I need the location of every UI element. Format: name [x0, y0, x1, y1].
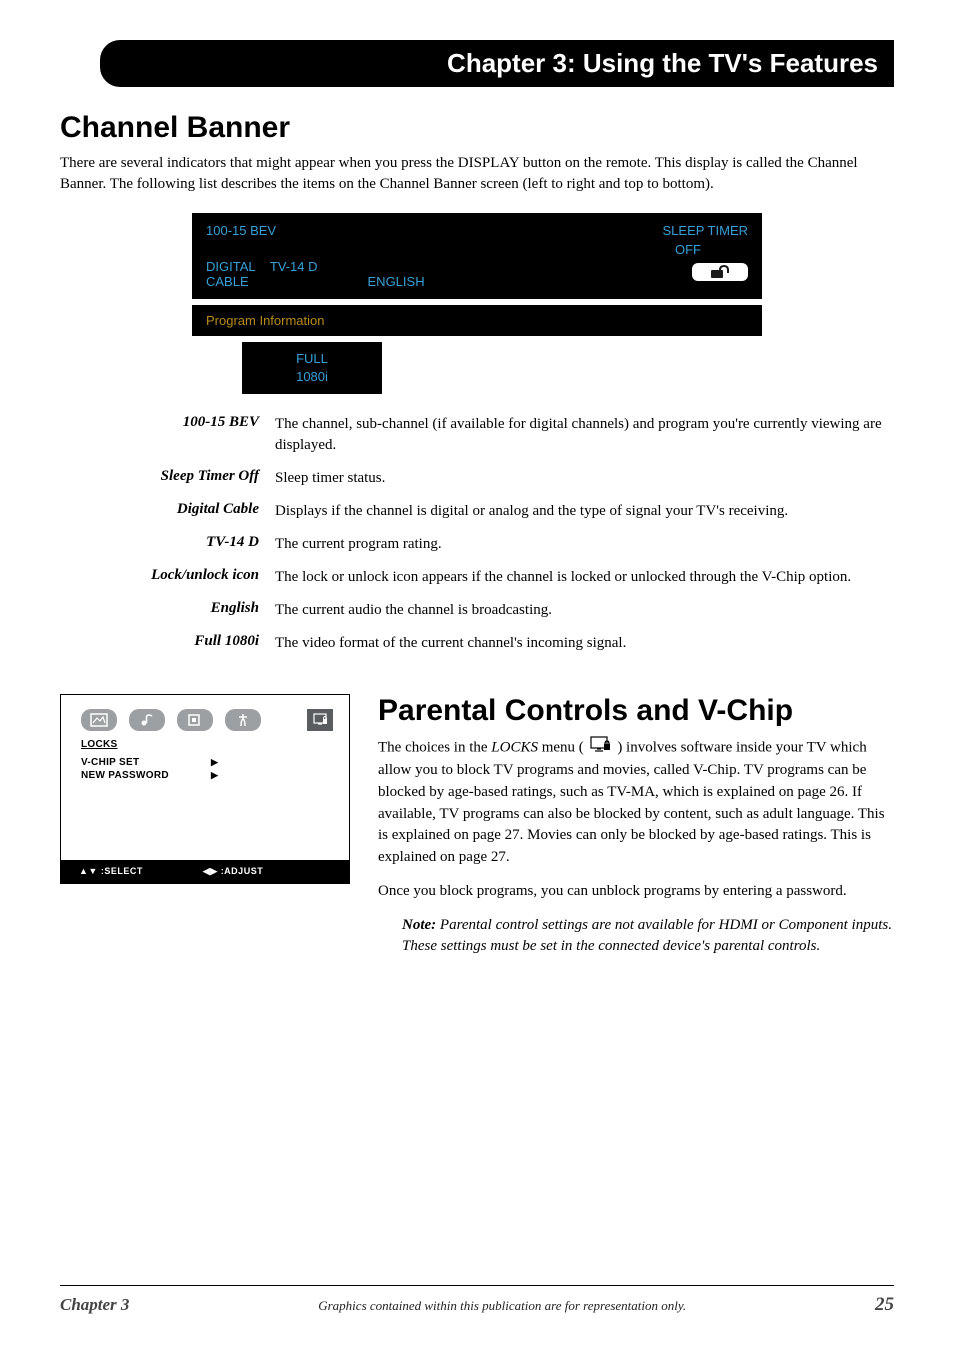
setup-icon [177, 709, 213, 731]
cb-digital: DIGITAL [206, 259, 256, 274]
parental-title: Parental Controls and V-Chip [378, 694, 894, 728]
cb-english: ENGLISH [368, 274, 425, 289]
parental-controls-section: LOCKS V-CHIP SET ▶ NEW PASSWORD ▶ ▲▼ :SE… [60, 694, 894, 958]
menu-item-vchip: V-CHIP SET ▶ [81, 756, 329, 769]
channel-banner-intro: There are several indicators that might … [60, 153, 894, 195]
footer-disclaimer: Graphics contained within this publicati… [318, 1298, 686, 1314]
def-row: 100-15 BEV The channel, sub-channel (if … [60, 414, 894, 456]
cb-channel: 100-15 BEV [206, 223, 276, 238]
page-footer: Chapter 3 Graphics contained within this… [60, 1285, 894, 1316]
def-row: Lock/unlock icon The lock or unlock icon… [60, 567, 894, 588]
cb-program-info: Program Information [192, 305, 762, 336]
parental-para-1: The choices in the LOCKS menu ( ) involv… [378, 736, 894, 869]
footer-select: ▲▼ :SELECT [79, 866, 143, 877]
cb-lock-slot [692, 263, 748, 281]
def-row: TV-14 D The current program rating. [60, 534, 894, 555]
def-row: Digital Cable Displays if the channel is… [60, 501, 894, 522]
def-desc: The video format of the current channel'… [275, 633, 626, 654]
channel-banner-panel: 100-15 BEV SLEEP TIMER OFF DIGITAL TV-14… [192, 213, 762, 394]
def-desc: The current audio the channel is broadca… [275, 600, 552, 621]
channel-banner-title: Channel Banner [60, 111, 894, 145]
parental-text-column: Parental Controls and V-Chip The choices… [378, 694, 894, 958]
def-term: Full 1080i [60, 633, 275, 654]
def-term: TV-14 D [60, 534, 275, 555]
def-desc: The current program rating. [275, 534, 442, 555]
footer-adjust: ◀▶ :ADJUST [203, 866, 263, 877]
menu-item-password: NEW PASSWORD ▶ [81, 769, 329, 782]
def-term: English [60, 600, 275, 621]
parental-para-2: Once you block programs, you can unblock… [378, 881, 894, 903]
cb-format-block: FULL 1080i [242, 342, 382, 394]
locks-menu-screenshot: LOCKS V-CHIP SET ▶ NEW PASSWORD ▶ ▲▼ :SE… [60, 694, 350, 884]
locks-icon [307, 709, 333, 731]
def-term: Lock/unlock icon [60, 567, 275, 588]
def-desc: Displays if the channel is digital or an… [275, 501, 788, 522]
def-term: Sleep Timer Off [60, 468, 275, 489]
def-desc: Sleep timer status. [275, 468, 385, 489]
def-term: 100-15 BEV [60, 414, 275, 456]
chevron-right-icon: ▶ [211, 770, 218, 782]
cb-res: 1080i [256, 368, 368, 386]
menu-locks-label: LOCKS [81, 739, 329, 750]
menu-item-label: NEW PASSWORD [81, 769, 211, 782]
sound-icon [129, 709, 165, 731]
cb-cable: CABLE [206, 274, 318, 289]
def-desc: The lock or unlock icon appears if the c… [275, 567, 851, 588]
menu-footer: ▲▼ :SELECT ◀▶ :ADJUST [61, 860, 349, 883]
cb-top-block: 100-15 BEV SLEEP TIMER OFF DIGITAL TV-14… [192, 213, 762, 299]
cb-off: OFF [628, 242, 748, 257]
lock-inline-icon [590, 736, 612, 760]
cb-rating: TV-14 D [270, 259, 318, 274]
function-icon [225, 709, 261, 731]
def-desc: The channel, sub-channel (if available f… [275, 414, 894, 456]
footer-page-number: 25 [875, 1294, 894, 1316]
parental-note: Note: Parental control settings are not … [402, 915, 894, 959]
menu-icon-row [61, 695, 349, 739]
def-term: Digital Cable [60, 501, 275, 522]
channel-banner-definitions: 100-15 BEV The channel, sub-channel (if … [60, 414, 894, 654]
picture-icon [81, 709, 117, 731]
menu-item-label: V-CHIP SET [81, 756, 211, 769]
def-row: Full 1080i The video format of the curre… [60, 633, 894, 654]
chevron-right-icon: ▶ [211, 757, 218, 769]
footer-chapter: Chapter 3 [60, 1295, 129, 1315]
lock-icon [710, 265, 730, 279]
cb-sleep-timer: SLEEP TIMER [663, 223, 749, 238]
menu-body: LOCKS V-CHIP SET ▶ NEW PASSWORD ▶ [61, 739, 349, 782]
cb-full: FULL [256, 350, 368, 368]
chapter-header: Chapter 3: Using the TV's Features [100, 40, 894, 87]
def-row: English The current audio the channel is… [60, 600, 894, 621]
def-row: Sleep Timer Off Sleep timer status. [60, 468, 894, 489]
